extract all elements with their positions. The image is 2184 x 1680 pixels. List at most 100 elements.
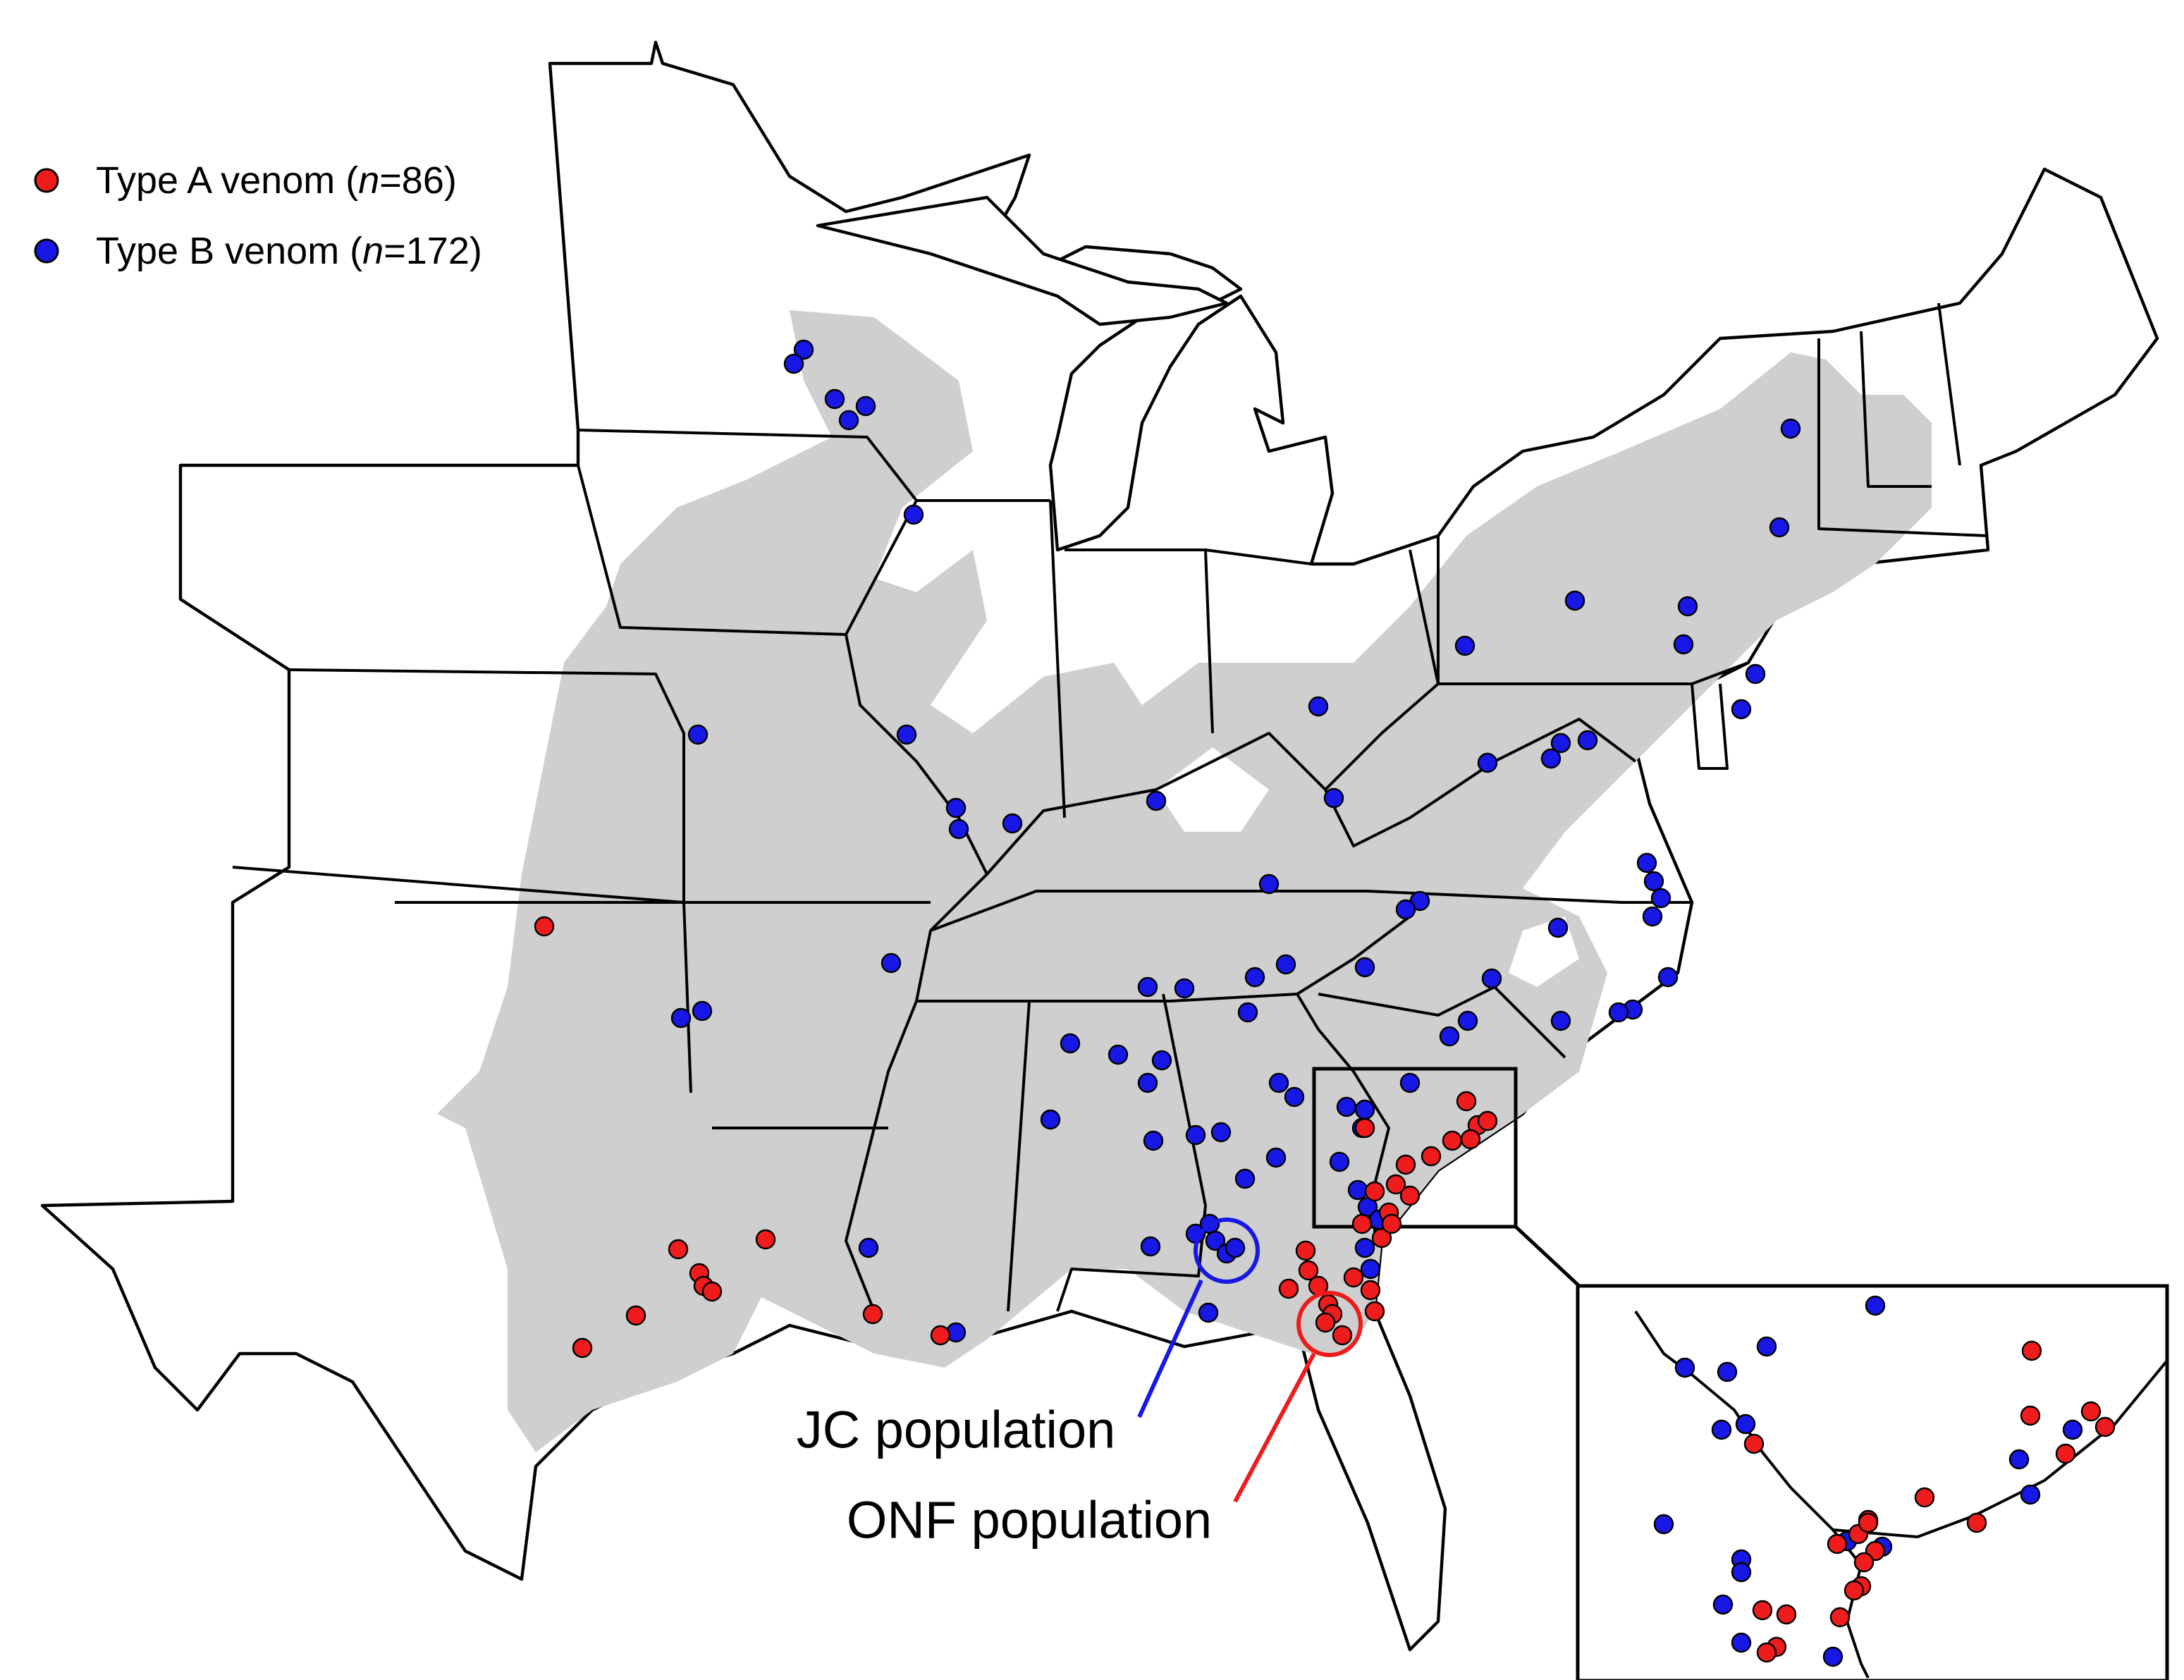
- type-b-point: [1174, 978, 1195, 999]
- type-b-point: [2062, 1419, 2083, 1440]
- type-b-point: [1481, 968, 1502, 989]
- type-b-point: [1140, 1236, 1161, 1257]
- type-a-point: [1858, 1512, 1879, 1533]
- type-b-point: [1547, 917, 1569, 938]
- type-b-point: [692, 1000, 713, 1022]
- type-a-point: [862, 1304, 883, 1325]
- type-b-point: [1237, 1002, 1258, 1023]
- type-a-point: [1743, 1433, 1765, 1454]
- type-a-point: [625, 1305, 646, 1326]
- type-b-point: [1354, 1099, 1375, 1120]
- state-boundaries: [232, 195, 1989, 1312]
- type-b-point: [1677, 596, 1698, 617]
- type-a-point: [2080, 1401, 2102, 1422]
- legend-count: =172): [384, 230, 482, 272]
- type-a-point: [1364, 1301, 1385, 1322]
- type-b-point: [1275, 954, 1296, 975]
- type-b-point: [1636, 852, 1657, 873]
- type-b-point: [1608, 1002, 1629, 1023]
- type-a-point: [1460, 1129, 1481, 1150]
- type-a-point: [1399, 1185, 1421, 1206]
- type-b-point: [855, 396, 876, 417]
- type-b-point: [1822, 1646, 1843, 1667]
- type-b-point: [1642, 906, 1663, 927]
- type-b-point: [1477, 752, 1498, 773]
- inset-frame: [1576, 1284, 2169, 1680]
- type-a-point: [1332, 1325, 1353, 1346]
- type-a-point: [1442, 1130, 1463, 1151]
- type-a-point: [1298, 1260, 1319, 1281]
- upper-peninsula: [816, 195, 1229, 326]
- type-b-point: [824, 388, 845, 410]
- type-b-point: [1457, 1010, 1478, 1031]
- type-b-point: [1399, 1072, 1421, 1093]
- sample-points: [534, 339, 2116, 1667]
- type-a-point: [1385, 1174, 1406, 1195]
- onf-circle: [1296, 1291, 1363, 1357]
- type-a-point: [2094, 1416, 2116, 1437]
- type-a-point: [2021, 1340, 2042, 1361]
- type-a-point: [1914, 1487, 1935, 1508]
- type-b-point: [1354, 957, 1375, 978]
- type-a-point: [1776, 1604, 1797, 1625]
- type-a-point: [1364, 1181, 1385, 1202]
- type-b-point: [1745, 663, 1766, 685]
- legend-n: n: [358, 159, 379, 202]
- type-b-point: [1673, 634, 1694, 655]
- type-b-point: [1265, 1147, 1287, 1168]
- onf-label: ONF population: [847, 1491, 1212, 1550]
- type-b-point: [1225, 1237, 1246, 1258]
- jc-label: JC population: [797, 1401, 1116, 1459]
- type-b-point: [1137, 976, 1158, 998]
- type-a-point: [1421, 1146, 1442, 1167]
- type-b-point: [1284, 1086, 1305, 1108]
- type-a-point: [1853, 1552, 1875, 1573]
- jc-circle: [1194, 1218, 1260, 1284]
- type-b-point: [945, 797, 967, 818]
- type-b-point: [1711, 1419, 1732, 1440]
- type-b-point: [1550, 732, 1571, 754]
- type-a-point: [668, 1239, 689, 1260]
- type-b-point: [1244, 967, 1265, 988]
- type-b-point: [1329, 1151, 1350, 1172]
- type-b-point: [1143, 1130, 1164, 1151]
- type-b-point: [1151, 1050, 1172, 1071]
- type-b-point: [1550, 1010, 1571, 1031]
- type-b-point: [793, 339, 814, 360]
- type-a-point: [1752, 1600, 1773, 1621]
- type-b-point: [1712, 1594, 1734, 1615]
- type-b-point: [670, 1007, 692, 1029]
- type-b-point: [1731, 1632, 1752, 1653]
- type-b-point: [1002, 813, 1023, 834]
- type-b-point: [1657, 967, 1679, 988]
- type-b-point: [1336, 1096, 1357, 1117]
- type-b-point: [1439, 1026, 1460, 1047]
- type-b-point: [1769, 517, 1790, 538]
- type-a-point: [2020, 1405, 2041, 1426]
- type-a-point: [1456, 1091, 1477, 1112]
- type-b-point: [1205, 1230, 1226, 1251]
- type-b-point: [1198, 1302, 1219, 1323]
- type-a-point: [701, 1281, 723, 1302]
- species-range: [437, 310, 1932, 1452]
- type-b-point: [1146, 790, 1167, 811]
- legend-marker: [34, 168, 59, 193]
- type-b-point: [1258, 873, 1280, 895]
- type-a-point: [1381, 1213, 1402, 1234]
- type-b-point: [1234, 1168, 1256, 1189]
- type-b-point: [1731, 1562, 1752, 1583]
- type-b-point: [1354, 1237, 1375, 1258]
- type-b-point: [1060, 1033, 1081, 1054]
- type-b-point: [1210, 1122, 1232, 1143]
- type-a-point: [1371, 1227, 1392, 1249]
- legend-label: Type B venom (n=172): [96, 230, 482, 272]
- type-b-point: [1674, 1357, 1695, 1378]
- type-a-point: [1278, 1278, 1299, 1299]
- type-b-point: [1735, 1414, 1756, 1435]
- type-a-point: [1360, 1280, 1381, 1301]
- type-b-point: [838, 410, 859, 431]
- type-a-point: [1829, 1607, 1851, 1628]
- type-b-point: [1347, 1179, 1368, 1201]
- type-b-point: [1577, 730, 1598, 751]
